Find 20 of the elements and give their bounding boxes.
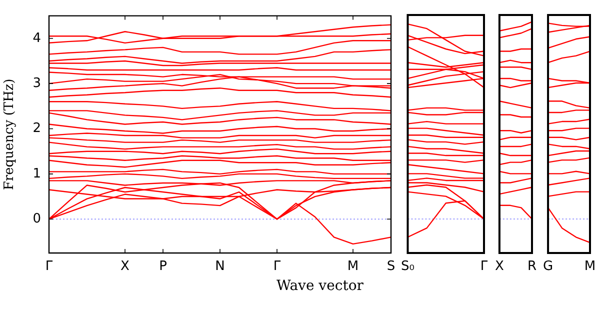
y-axis-title: Frequency (THz): [2, 78, 18, 190]
x-tick-label: S₀: [400, 259, 414, 274]
y-tick-label: 3: [32, 76, 41, 91]
x-tick-label: M: [347, 259, 359, 274]
x-tick-label: R: [527, 259, 537, 274]
x-tick-label: N: [215, 259, 225, 274]
x-tick-label: G: [543, 259, 554, 274]
x-tick-label: Γ: [273, 259, 282, 274]
x-tick-label: P: [159, 259, 168, 274]
x-tick-label: Γ: [480, 259, 488, 274]
x-tick-label: Γ: [45, 259, 54, 274]
y-tick-label: 1: [32, 166, 41, 182]
x-tick-label: M: [584, 259, 596, 274]
x-tick-label: X: [495, 259, 504, 274]
y-tick-label: 4: [32, 30, 41, 46]
x-tick-label: X: [120, 259, 130, 274]
y-tick-label: 2: [32, 121, 41, 136]
y-tick-label: 0: [32, 211, 41, 226]
x-axis-title: Wave vector: [276, 278, 364, 294]
x-tick-label: S: [386, 259, 396, 274]
